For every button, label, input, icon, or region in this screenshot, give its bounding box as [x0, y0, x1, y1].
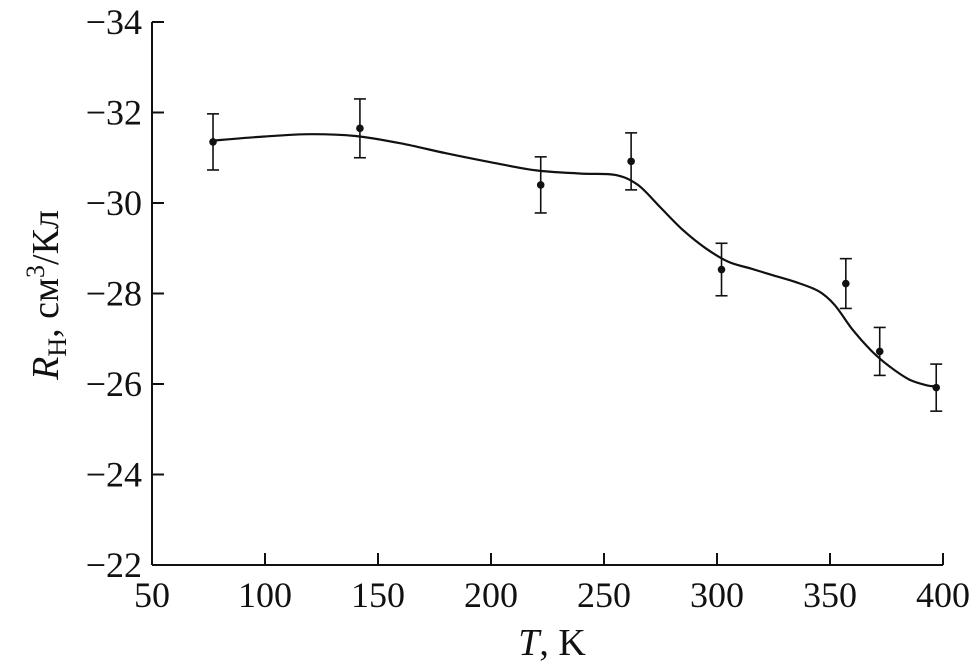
y-axis-label-sub: H	[43, 338, 72, 357]
y-tick-label: −34	[86, 2, 142, 42]
data-point	[207, 113, 220, 171]
data-marker	[932, 383, 941, 392]
plot-area	[207, 98, 943, 412]
y-tick-label: −26	[86, 364, 142, 404]
y-axis-label-var: R	[25, 357, 67, 381]
data-marker	[875, 347, 884, 356]
data-point	[715, 242, 728, 297]
x-tick-label: 100	[238, 575, 292, 615]
data-point	[534, 156, 547, 214]
x-tick-label: 350	[803, 575, 857, 615]
y-tick-label: −28	[86, 274, 142, 314]
data-marker	[536, 181, 545, 189]
data-marker	[209, 138, 217, 146]
tick-labels: 50 100 150 200 250 300 350 400 −22 −24 −26 −28 −30 −3…	[86, 2, 970, 615]
y-axis-label-tail: /Кл	[25, 210, 67, 265]
x-tick-label: 200	[464, 575, 518, 615]
y-tick-label: −32	[86, 93, 142, 133]
data-marker	[356, 124, 364, 133]
y-axis-label-sup: 3	[21, 265, 50, 278]
data-point	[873, 326, 886, 377]
y-tick-label: −22	[86, 545, 142, 585]
data-point	[839, 257, 852, 310]
y-tick-label: −30	[86, 183, 142, 223]
y-axis-label-unit: , см	[25, 278, 67, 338]
data-point	[625, 132, 638, 191]
data-marker	[627, 157, 635, 166]
data-marker	[842, 279, 850, 288]
x-tick-label: 150	[351, 575, 405, 615]
data-point	[930, 363, 943, 412]
data-marker	[717, 265, 726, 274]
x-tick-label: 400	[916, 575, 970, 615]
x-tick-label: 250	[577, 575, 631, 615]
y-axis-label: RH, см3/Кл	[21, 210, 72, 381]
x-tick-label: 300	[690, 575, 744, 615]
x-axis-label: T, K	[518, 622, 586, 664]
x-tick-label: 50	[134, 575, 170, 615]
data-point	[353, 98, 366, 159]
fit-curve	[212, 133, 937, 388]
x-axis-label-unit: , K	[539, 622, 586, 664]
y-tick-label: −24	[86, 455, 142, 495]
x-axis-label-var: T	[518, 622, 542, 664]
axes	[151, 21, 944, 566]
